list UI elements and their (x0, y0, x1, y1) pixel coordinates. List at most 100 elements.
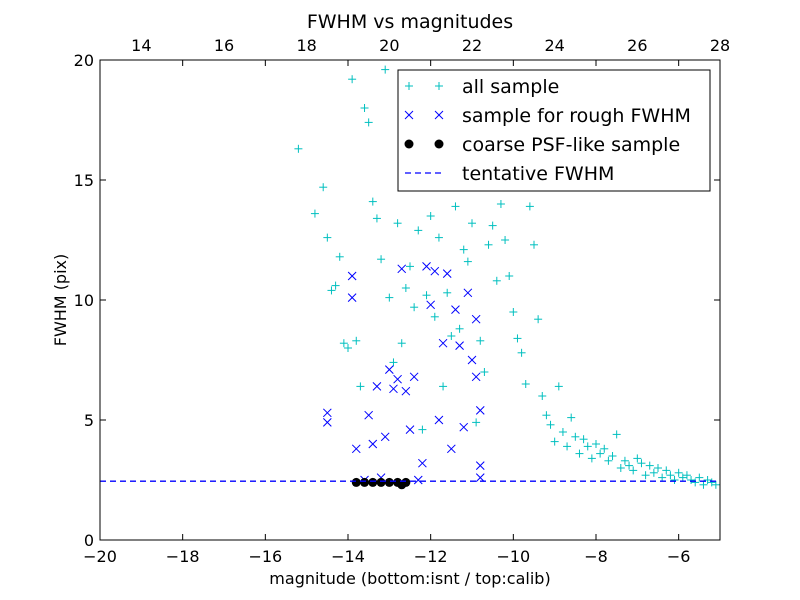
rough-fwhm-point (401, 386, 411, 396)
x-tick-label: −16 (248, 547, 282, 566)
all-sample-point (703, 476, 712, 484)
psf-like-point (401, 477, 411, 487)
all-sample-point (550, 437, 559, 446)
all-sample-point (364, 118, 373, 127)
y-axis-label: FWHM (pix) (51, 254, 70, 347)
all-sample-point (699, 480, 708, 489)
all-sample-point (558, 428, 567, 436)
all-sample-point (335, 252, 344, 261)
y-tick-label: 0 (84, 531, 94, 550)
rough-fwhm-point (322, 408, 332, 418)
all-sample-point (319, 183, 328, 192)
all-sample-point (389, 358, 398, 367)
all-sample-point (534, 315, 543, 324)
rough-fwhm-point (451, 305, 460, 314)
psf-like-point (384, 477, 394, 487)
rough-fwhm-point (438, 338, 448, 348)
all-sample-point (368, 197, 377, 206)
legend-label-psf-like: coarse PSF-like sample (462, 134, 680, 156)
all-sample-point (629, 466, 638, 475)
rough-fwhm-point (442, 269, 452, 278)
all-sample-point (439, 382, 448, 391)
top-tick-label: 24 (544, 36, 564, 55)
all-sample-point (294, 144, 303, 153)
all-sample-point (521, 380, 530, 388)
data-marks (294, 65, 720, 490)
all-sample-point (480, 368, 489, 376)
all-sample-point (633, 454, 642, 463)
all-sample-point (331, 281, 340, 290)
all-sample-point (323, 233, 332, 242)
all-sample-point (434, 233, 443, 242)
all-sample-point (666, 471, 675, 480)
all-sample-point (592, 440, 600, 448)
all-sample-point (645, 461, 654, 470)
x-tick-label: −12 (414, 547, 448, 566)
rough-fwhm-point (471, 314, 481, 324)
all-sample-point (596, 449, 605, 458)
all-sample-point (356, 382, 365, 391)
all-sample-point (397, 339, 406, 348)
rough-fwhm-point (397, 264, 407, 274)
all-sample-point (612, 430, 621, 439)
all-sample-point (517, 348, 526, 357)
rough-fwhm-point (409, 372, 419, 382)
all-sample-point (575, 449, 584, 458)
y-axis-ticks: 0 5 10 15 20 (74, 51, 720, 550)
all-sample-point (381, 65, 390, 74)
all-sample-point (377, 255, 386, 264)
psf-like-point (376, 477, 386, 487)
all-sample-point (616, 464, 625, 472)
all-sample-point (691, 478, 700, 487)
rough-fwhm-point (405, 425, 415, 434)
all-sample-point (509, 308, 518, 316)
all-sample-point (674, 468, 683, 477)
x-tick-label: −8 (584, 547, 608, 566)
top-tick-label: 26 (627, 36, 647, 55)
top-tick-label: 22 (462, 36, 482, 55)
x-axis-label: magnitude (bottom:isnt / top:calib) (269, 569, 550, 588)
rough-fwhm-point (351, 444, 361, 454)
all-sample-point (310, 209, 319, 218)
x-tick-label: −6 (667, 547, 691, 566)
all-sample-point (707, 478, 716, 487)
all-sample-point (327, 286, 336, 295)
all-sample-point (678, 473, 687, 482)
all-sample-point (422, 291, 431, 300)
x-tick-label: −20 (83, 547, 117, 566)
all-sample-point (604, 456, 613, 465)
all-sample-point (430, 312, 439, 321)
all-sample-point (468, 219, 476, 228)
rough-fwhm-point (475, 473, 485, 482)
top-tick-label: 14 (131, 36, 151, 55)
x-tick-label: −18 (166, 547, 200, 566)
all-sample-point (360, 104, 369, 112)
all-sample-point (620, 456, 629, 465)
rough-fwhm-point (418, 458, 427, 468)
legend-marker-x (404, 110, 444, 120)
rough-fwhm-point (446, 444, 456, 454)
all-sample-point (418, 425, 427, 434)
psf-like-point (360, 477, 370, 487)
top-tick-label: 16 (214, 36, 234, 55)
rough-fwhm-point (384, 365, 394, 374)
all-sample-point (472, 418, 481, 427)
y-tick-label: 15 (74, 171, 94, 190)
rough-fwhm-point (322, 418, 332, 427)
all-sample-point (352, 336, 361, 345)
legend-marker-dot (404, 139, 414, 149)
all-sample-point (695, 473, 704, 482)
all-sample-point (401, 284, 410, 292)
rough-fwhm-point (430, 266, 440, 276)
all-sample-point (546, 420, 555, 429)
rough-fwhm-point (347, 293, 357, 302)
all-sample-point (637, 459, 646, 468)
all-sample-point (641, 471, 650, 480)
rough-fwhm-point (372, 382, 382, 391)
plot-area (100, 65, 720, 490)
all-sample-point (567, 413, 576, 422)
rough-fwhm-point (389, 384, 398, 394)
rough-fwhm-point (471, 372, 481, 382)
all-sample-point (393, 219, 402, 228)
